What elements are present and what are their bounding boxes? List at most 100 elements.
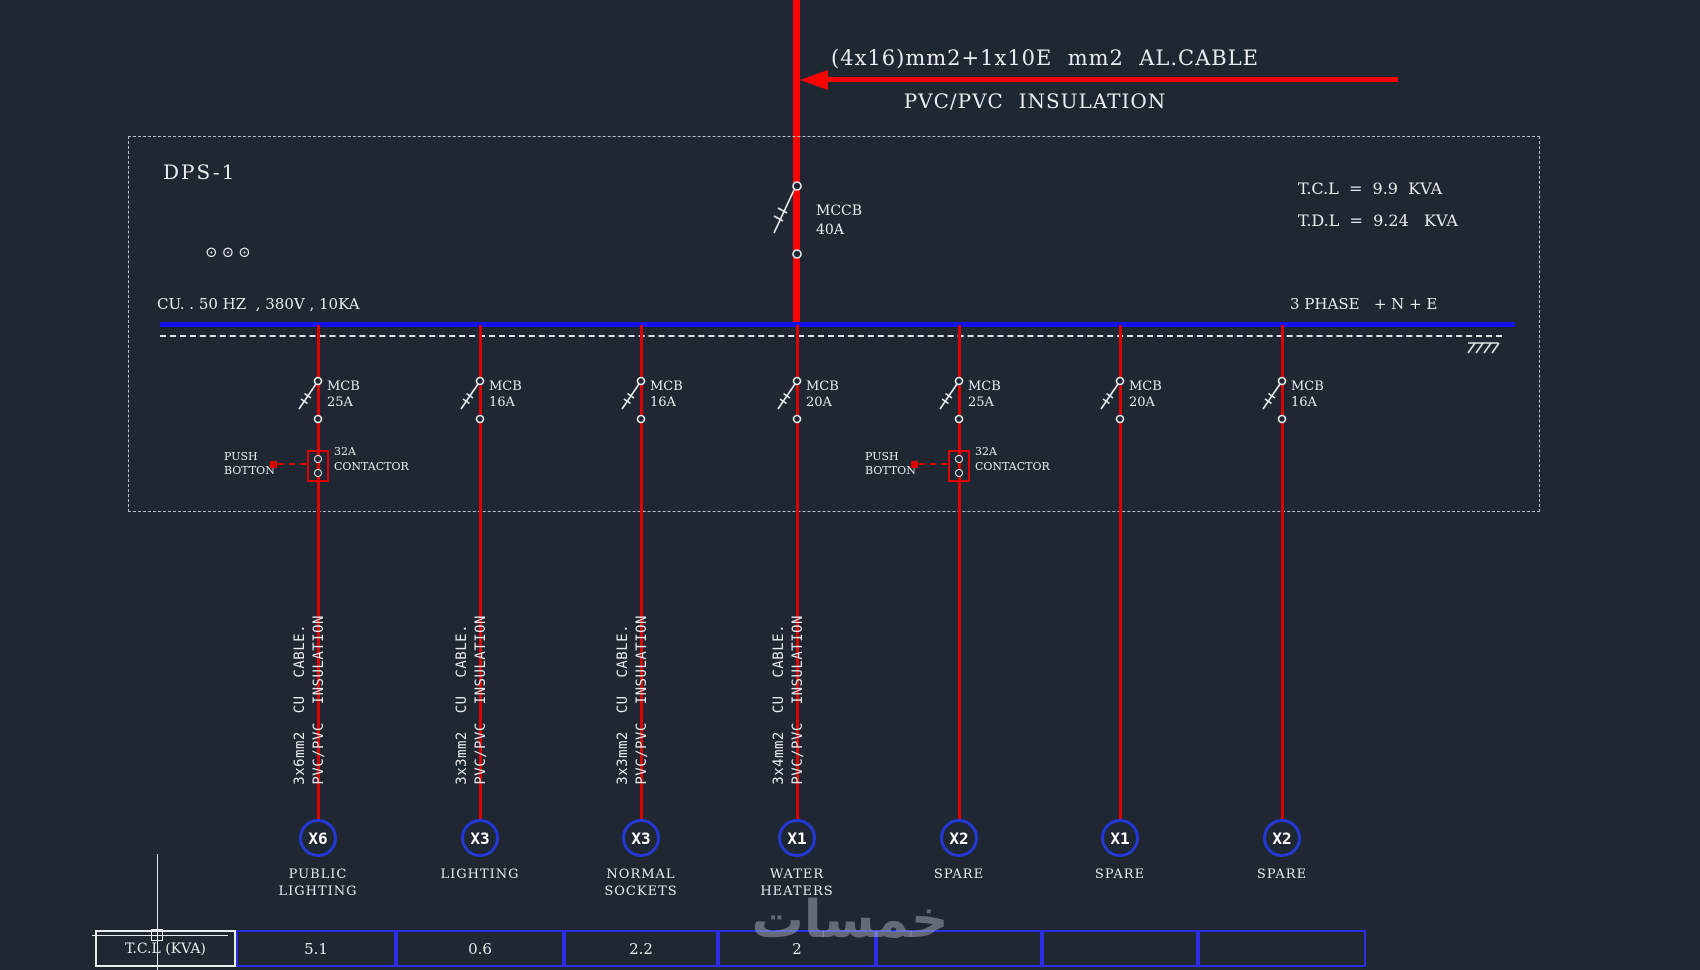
branch-line bbox=[1118, 325, 1122, 819]
cable-insulation-label: PVC/PVC INSULATION bbox=[473, 615, 489, 785]
mcb-rating-label: 25A bbox=[327, 395, 353, 410]
feeder-arrow-line bbox=[827, 77, 1398, 82]
bus-spec-label: CU. . 50 HZ , 380V , 10KA bbox=[157, 295, 360, 313]
mcb-breaker-icon bbox=[1262, 376, 1287, 424]
load-name-label: NORMAL SOCKETS bbox=[604, 867, 678, 899]
cable-insulation-label: PVC/PVC INSULATION bbox=[790, 615, 806, 785]
load-name-label: WATER HEATERS bbox=[760, 867, 834, 899]
contactor-icon bbox=[948, 450, 970, 482]
load-name-label: SPARE bbox=[1256, 867, 1308, 882]
mcb-type-label: MCB bbox=[806, 379, 839, 394]
mcb-breaker-icon bbox=[1100, 376, 1125, 424]
push-button-label: PUSH BOTTON bbox=[224, 450, 275, 477]
circuit-tag: X6 bbox=[299, 819, 337, 857]
branch-line bbox=[478, 325, 482, 819]
cable-size-label: 3x4mm2 CU CABLE. bbox=[771, 624, 787, 785]
panel-name: DPS-1 bbox=[163, 160, 237, 184]
feeder-arrowhead-icon bbox=[800, 70, 828, 90]
crosshair-pickbox bbox=[151, 929, 163, 941]
main-busbar bbox=[160, 322, 1515, 327]
circuit-tag: X2 bbox=[1263, 819, 1301, 857]
table-cell: 2.2 bbox=[564, 930, 718, 967]
contactor-rating-label: 32A bbox=[334, 445, 356, 458]
cable-insulation-label: PVC/PVC INSULATION bbox=[634, 615, 650, 785]
load-name-label: PUBLIC LIGHTING bbox=[278, 867, 358, 899]
control-wire-dashed bbox=[278, 463, 306, 465]
cable-insulation-label: PVC/PVC INSULATION bbox=[311, 615, 327, 785]
load-name-label: LIGHTING bbox=[440, 867, 520, 882]
table-cell: 5.1 bbox=[236, 930, 396, 967]
contactor-icon bbox=[307, 450, 329, 482]
branch-line bbox=[957, 325, 961, 819]
contactor-terminal-icon bbox=[955, 469, 963, 477]
circuit-tag: X1 bbox=[1101, 819, 1139, 857]
earth-ground-icon bbox=[1467, 342, 1500, 354]
crosshair-vertical-line bbox=[157, 854, 158, 970]
mcb-breaker-icon bbox=[298, 376, 323, 424]
contactor-label: CONTACTOR bbox=[334, 460, 409, 473]
cable-size-label: 3x3mm2 CU CABLE. bbox=[615, 624, 631, 785]
mcb-breaker-icon bbox=[777, 376, 802, 424]
contactor-terminal-icon bbox=[314, 469, 322, 477]
incoming-feeder-line bbox=[793, 0, 800, 327]
branch-line bbox=[795, 325, 799, 819]
circuit-tag: X1 bbox=[778, 819, 816, 857]
control-wire-dashed bbox=[919, 463, 947, 465]
mcb-breaker-icon bbox=[460, 376, 485, 424]
cable-size-label: 3x3mm2 CU CABLE. bbox=[454, 624, 470, 785]
mcb-type-label: MCB bbox=[489, 379, 522, 394]
table-cell: 0.6 bbox=[396, 930, 564, 967]
total-demand-load-label: T.D.L = 9.24 KVA bbox=[1298, 211, 1458, 230]
push-button-label: PUSH BOTTON bbox=[865, 450, 916, 477]
branch-line bbox=[316, 325, 320, 819]
phase-note-label: 3 PHASE + N + E bbox=[1290, 295, 1438, 313]
mcb-rating-label: 20A bbox=[1129, 395, 1155, 410]
cable-spec-vertical: 3x6mm2 CU CABLE. PVC/PVC INSULATION bbox=[292, 598, 327, 785]
cable-spec-vertical: 3x4mm2 CU CABLE. PVC/PVC INSULATION bbox=[771, 598, 806, 785]
cable-spec-vertical: 3x3mm2 CU CABLE. PVC/PVC INSULATION bbox=[454, 598, 489, 785]
table-cell bbox=[1042, 930, 1198, 967]
push-button-node bbox=[911, 461, 918, 468]
load-name-label: SPARE bbox=[1094, 867, 1146, 882]
table-cell bbox=[876, 930, 1042, 967]
circuit-tag: X3 bbox=[622, 819, 660, 857]
branch-line bbox=[1280, 325, 1284, 819]
circuit-tag: X2 bbox=[940, 819, 978, 857]
mcb-rating-label: 16A bbox=[650, 395, 676, 410]
mcb-rating-label: 20A bbox=[806, 395, 832, 410]
table-cell: 2 bbox=[718, 930, 876, 967]
load-name-label: SPARE bbox=[933, 867, 985, 882]
mcb-type-label: MCB bbox=[650, 379, 683, 394]
total-connected-load-label: T.C.L = 9.9 KVA bbox=[1298, 179, 1443, 198]
mccb-rating-label: 40A bbox=[816, 222, 844, 238]
cable-size-label: 3x6mm2 CU CABLE. bbox=[292, 624, 308, 785]
contactor-terminal-icon bbox=[955, 455, 963, 463]
incoming-cable-label: (4x16)mm2+1x10E mm2 AL.CABLE bbox=[831, 46, 1259, 70]
mcb-rating-label: 25A bbox=[968, 395, 994, 410]
table-header-tcl-kva: T.C.L (KVA) bbox=[95, 930, 236, 967]
branch-line bbox=[639, 325, 643, 819]
panel-boundary bbox=[128, 136, 1540, 512]
mcb-type-label: MCB bbox=[1291, 379, 1324, 394]
circuit-tag: X3 bbox=[461, 819, 499, 857]
incoming-insulation-label: PVC/PVC INSULATION bbox=[903, 89, 1167, 113]
contactor-rating-label: 32A bbox=[975, 445, 997, 458]
crosshair-horizontal-line bbox=[92, 935, 228, 936]
push-button-node bbox=[270, 461, 277, 468]
mcb-type-label: MCB bbox=[327, 379, 360, 394]
mccb-breaker-icon bbox=[773, 181, 802, 259]
three-phase-icon: ⊙⊙⊙ bbox=[205, 243, 255, 261]
contactor-terminal-icon bbox=[314, 455, 322, 463]
contactor-label: CONTACTOR bbox=[975, 460, 1050, 473]
cable-spec-vertical: 3x3mm2 CU CABLE. PVC/PVC INSULATION bbox=[615, 598, 650, 785]
mcb-rating-label: 16A bbox=[1291, 395, 1317, 410]
mcb-breaker-icon bbox=[939, 376, 964, 424]
mcb-rating-label: 16A bbox=[489, 395, 515, 410]
mcb-type-label: MCB bbox=[968, 379, 1001, 394]
table-cell bbox=[1198, 930, 1366, 967]
mccb-type-label: MCCB bbox=[816, 203, 863, 219]
watermark-text: خمسات bbox=[751, 890, 949, 950]
neutral-earth-line bbox=[160, 335, 1502, 337]
mcb-type-label: MCB bbox=[1129, 379, 1162, 394]
